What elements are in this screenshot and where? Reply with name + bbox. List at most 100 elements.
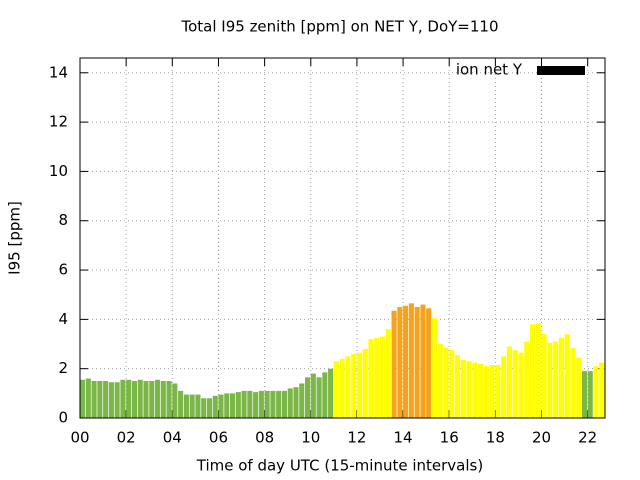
bar (547, 342, 553, 418)
bar (495, 364, 501, 418)
bar (535, 323, 541, 418)
bar (385, 329, 391, 418)
bar (258, 390, 264, 418)
bar (443, 347, 449, 418)
x-tick-label: 02 (117, 429, 136, 447)
bar (114, 382, 120, 418)
bar (420, 304, 426, 418)
bar (333, 361, 339, 418)
bar (460, 360, 466, 418)
bar (426, 308, 432, 418)
bar (230, 393, 236, 418)
x-tick-label: 16 (440, 429, 459, 447)
bar (189, 394, 195, 418)
bar (137, 379, 143, 418)
y-tick-label: 10 (49, 162, 68, 180)
bar (541, 334, 547, 418)
bar (380, 336, 386, 418)
bar (414, 307, 420, 418)
bar (316, 377, 322, 418)
plot-border (79, 57, 606, 419)
bar (587, 371, 593, 418)
bar (524, 341, 530, 418)
bar (108, 382, 114, 418)
bar (478, 363, 484, 418)
bar (472, 362, 478, 418)
bar (178, 390, 184, 418)
x-tick-label: 00 (70, 429, 89, 447)
bar (305, 377, 311, 418)
x-axis-label: Time of day UTC (15-minute intervals) (196, 457, 483, 475)
y-tick-label: 4 (58, 310, 68, 328)
bar (264, 390, 270, 418)
bar (593, 366, 599, 418)
bar (362, 348, 368, 418)
legend-swatch (537, 66, 585, 75)
bar (345, 356, 351, 418)
bar (224, 393, 230, 418)
bar (235, 392, 241, 418)
bar (299, 383, 305, 418)
bar (166, 381, 172, 418)
bar (287, 388, 293, 418)
x-tick-label: 22 (578, 429, 597, 447)
bar (391, 310, 397, 418)
bar (449, 350, 455, 418)
bar (91, 381, 97, 418)
bar (328, 368, 334, 418)
bar (155, 379, 161, 418)
bar (483, 366, 489, 418)
bar (120, 379, 126, 418)
bar (374, 337, 380, 418)
x-tick-label: 10 (301, 429, 320, 447)
bar (506, 346, 512, 418)
bar (293, 387, 299, 418)
bar (253, 392, 259, 418)
bar (241, 390, 247, 418)
bar (570, 347, 576, 418)
y-tick-label: 8 (58, 211, 68, 229)
y-tick-label: 6 (58, 261, 68, 279)
bar (564, 334, 570, 418)
bar (599, 362, 605, 418)
bar (281, 390, 287, 418)
bar (195, 394, 201, 418)
bar (403, 305, 409, 418)
bar (431, 318, 437, 418)
x-tick-label: 12 (347, 429, 366, 447)
bar (160, 381, 166, 418)
y-tick-label: 2 (58, 359, 68, 377)
y-tick-label: 14 (49, 63, 68, 81)
bar (131, 381, 137, 418)
bar (97, 381, 103, 418)
bar (339, 358, 345, 418)
bar (201, 398, 207, 418)
y-tick-label: 0 (58, 409, 68, 427)
bar (270, 390, 276, 418)
bar (183, 394, 189, 418)
bar (530, 324, 536, 418)
bar (149, 381, 155, 418)
bar (206, 398, 212, 418)
bar (351, 353, 357, 418)
bar (85, 378, 91, 418)
y-tick-label: 12 (49, 113, 68, 131)
x-tick-label: 14 (394, 429, 413, 447)
bar (356, 352, 362, 418)
bar (80, 379, 86, 418)
chart-title: Total I95 zenith [ppm] on NET Y, DoY=110 (180, 18, 498, 36)
bar (143, 381, 149, 418)
legend-label: ion net Y (456, 61, 523, 79)
bar (218, 394, 224, 418)
x-tick-label: 06 (209, 429, 228, 447)
bar (489, 364, 495, 418)
bar (437, 344, 443, 418)
bar (103, 381, 109, 418)
bar (558, 337, 564, 418)
bar (368, 339, 374, 418)
x-tick-label: 20 (532, 429, 551, 447)
bar (276, 390, 282, 418)
bar (172, 383, 178, 418)
